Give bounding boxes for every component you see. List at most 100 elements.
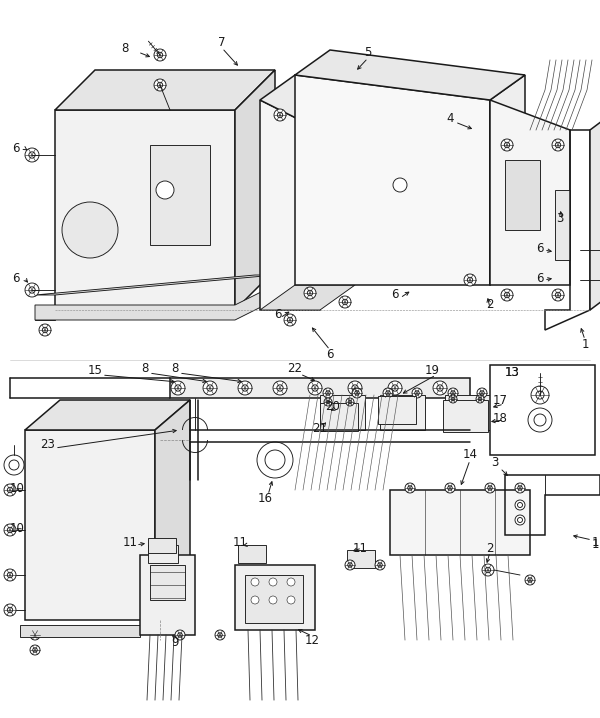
- Circle shape: [531, 386, 549, 404]
- Bar: [443, 400, 488, 432]
- Polygon shape: [260, 75, 355, 130]
- Circle shape: [29, 151, 35, 158]
- Text: 19: 19: [425, 363, 439, 376]
- Bar: [150, 145, 210, 245]
- Circle shape: [352, 388, 362, 398]
- Polygon shape: [590, 115, 600, 310]
- Text: 23: 23: [41, 439, 55, 452]
- Circle shape: [215, 630, 225, 640]
- Bar: [235, 565, 315, 630]
- Circle shape: [251, 578, 259, 586]
- Circle shape: [284, 314, 296, 326]
- Circle shape: [324, 398, 332, 406]
- Circle shape: [7, 488, 13, 493]
- Text: 11: 11: [122, 536, 137, 549]
- Circle shape: [4, 524, 16, 536]
- Text: 11: 11: [353, 541, 367, 554]
- Circle shape: [448, 486, 452, 490]
- Text: 6: 6: [536, 241, 544, 254]
- Text: 21: 21: [313, 421, 328, 434]
- Circle shape: [304, 287, 316, 299]
- Circle shape: [312, 385, 318, 391]
- Text: 22: 22: [287, 361, 302, 375]
- Circle shape: [477, 388, 487, 398]
- Circle shape: [25, 283, 39, 297]
- Text: 6: 6: [391, 289, 399, 302]
- Bar: [20, 625, 140, 637]
- Circle shape: [504, 142, 510, 148]
- Text: 3: 3: [491, 455, 499, 469]
- Text: 17: 17: [493, 393, 508, 406]
- Circle shape: [528, 408, 552, 432]
- Bar: [505, 160, 540, 230]
- Bar: [148, 538, 176, 553]
- Text: 1: 1: [591, 536, 599, 549]
- Text: 6: 6: [12, 271, 20, 284]
- Circle shape: [515, 483, 525, 493]
- Circle shape: [207, 385, 213, 391]
- Circle shape: [25, 148, 39, 162]
- Circle shape: [265, 450, 285, 470]
- Circle shape: [4, 455, 24, 475]
- Circle shape: [536, 391, 544, 399]
- Polygon shape: [295, 75, 490, 285]
- Circle shape: [323, 388, 333, 398]
- Text: 1: 1: [581, 338, 589, 352]
- Text: 1: 1: [591, 538, 599, 551]
- Circle shape: [375, 560, 385, 570]
- Circle shape: [4, 604, 16, 616]
- Circle shape: [157, 83, 163, 88]
- Bar: [445, 395, 490, 430]
- Circle shape: [378, 563, 382, 567]
- Circle shape: [485, 567, 491, 573]
- Circle shape: [242, 385, 248, 391]
- Circle shape: [392, 385, 398, 391]
- Circle shape: [467, 277, 473, 283]
- Circle shape: [7, 572, 13, 578]
- Circle shape: [528, 578, 532, 582]
- Circle shape: [30, 645, 40, 655]
- Circle shape: [355, 391, 359, 395]
- Text: 8: 8: [142, 361, 149, 375]
- Bar: [150, 565, 185, 600]
- Circle shape: [203, 381, 217, 395]
- Circle shape: [408, 486, 412, 490]
- Circle shape: [269, 596, 277, 604]
- Circle shape: [156, 181, 174, 199]
- Circle shape: [33, 633, 37, 638]
- Circle shape: [269, 578, 277, 586]
- Circle shape: [525, 575, 535, 585]
- Circle shape: [175, 630, 185, 640]
- Circle shape: [552, 139, 564, 151]
- Circle shape: [501, 289, 513, 301]
- Circle shape: [238, 381, 252, 395]
- Circle shape: [348, 563, 352, 567]
- Text: 8: 8: [121, 42, 128, 55]
- Text: 6: 6: [12, 141, 20, 154]
- Circle shape: [517, 518, 523, 523]
- Text: 2: 2: [486, 541, 494, 554]
- Bar: [347, 550, 375, 568]
- Circle shape: [345, 560, 355, 570]
- Circle shape: [154, 49, 166, 61]
- Text: 5: 5: [364, 45, 371, 58]
- Text: 10: 10: [10, 521, 25, 534]
- Text: 12: 12: [305, 633, 320, 646]
- Bar: [390, 490, 530, 555]
- Circle shape: [412, 388, 422, 398]
- Text: 6: 6: [536, 271, 544, 284]
- Circle shape: [307, 290, 313, 296]
- Text: 11: 11: [233, 536, 248, 549]
- Circle shape: [277, 385, 283, 391]
- Text: 18: 18: [493, 411, 508, 424]
- Circle shape: [326, 400, 330, 404]
- Circle shape: [348, 400, 352, 404]
- Circle shape: [556, 142, 561, 148]
- Bar: [320, 395, 365, 430]
- Circle shape: [464, 274, 476, 286]
- Bar: [170, 378, 470, 398]
- Circle shape: [251, 596, 259, 604]
- Text: 6: 6: [274, 309, 282, 322]
- Circle shape: [326, 391, 330, 395]
- Circle shape: [556, 292, 561, 298]
